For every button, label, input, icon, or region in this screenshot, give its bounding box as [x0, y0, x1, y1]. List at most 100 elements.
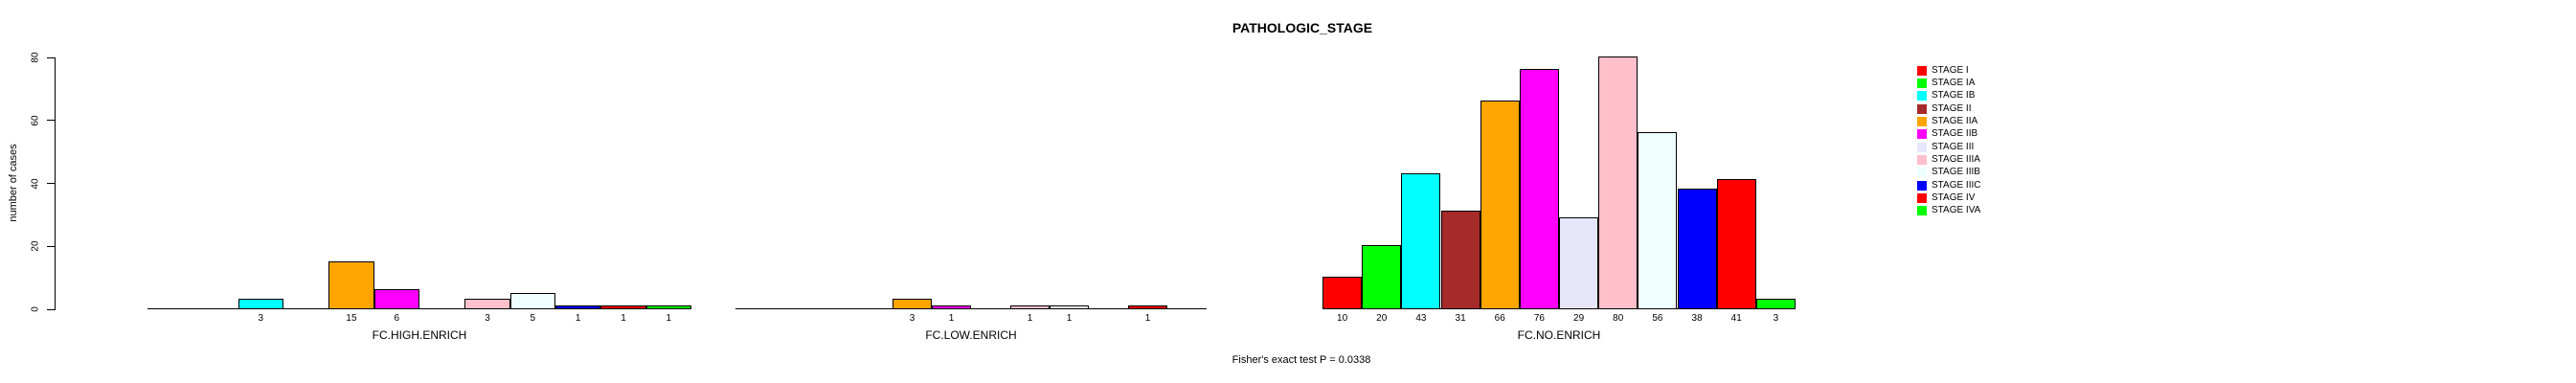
bar-value-label: 56 — [1652, 313, 1663, 324]
legend-item: STAGE IV — [1917, 192, 1981, 204]
bar — [1362, 245, 1402, 309]
legend-label: STAGE III — [1932, 141, 1975, 152]
group-label: FC.NO.ENRICH — [1517, 328, 1601, 342]
bar-value-label: 5 — [530, 313, 536, 324]
group-label: FC.LOW.ENRICH — [925, 328, 1017, 342]
legend-item: STAGE IIIC — [1917, 179, 1981, 192]
legend-swatch — [1917, 129, 1927, 140]
legend-item: STAGE I — [1917, 64, 1981, 77]
legend-label: STAGE IVA — [1932, 205, 1981, 216]
legend-label: STAGE IB — [1932, 90, 1976, 101]
bar — [1559, 217, 1599, 309]
bar-value-label: 38 — [1691, 313, 1703, 324]
bar — [373, 289, 419, 309]
bar-value-label: 29 — [1573, 313, 1585, 324]
bar-value-label: 3 — [909, 313, 915, 324]
bar — [328, 261, 374, 309]
bar-value-label: 1 — [1066, 313, 1073, 324]
legend-label: STAGE IIIB — [1932, 167, 1980, 178]
bar-value-label: 1 — [666, 313, 672, 324]
legend-swatch — [1917, 180, 1927, 191]
legend-label: STAGE II — [1932, 102, 1972, 114]
legend-swatch — [1917, 142, 1927, 152]
y-tick-mark — [47, 183, 55, 184]
legend-item: STAGE IB — [1917, 90, 1981, 102]
bar — [1401, 173, 1441, 309]
bar — [1519, 69, 1559, 309]
group-label: FC.HIGH.ENRICH — [372, 328, 467, 342]
legend-swatch — [1917, 154, 1927, 165]
legend-label: STAGE I — [1932, 64, 1969, 76]
x-axis-line — [1322, 308, 1796, 309]
bar — [1598, 56, 1638, 309]
bar-value-label: 41 — [1730, 313, 1742, 324]
y-tick-label: 20 — [30, 240, 41, 252]
legend-label: STAGE IA — [1932, 77, 1976, 88]
legend-label: STAGE IIIC — [1932, 179, 1981, 191]
legend-item: STAGE IVA — [1917, 205, 1981, 217]
bar-value-label: 43 — [1415, 313, 1427, 324]
legend-item: STAGE IIA — [1917, 115, 1981, 127]
legend-swatch — [1917, 103, 1927, 114]
bar-value-label: 10 — [1337, 313, 1348, 324]
legend-swatch — [1917, 65, 1927, 76]
legend-swatch — [1917, 192, 1927, 203]
bar — [509, 293, 555, 309]
legend-swatch — [1917, 78, 1927, 88]
legend-swatch — [1917, 91, 1927, 101]
legend-item: STAGE IA — [1917, 77, 1981, 89]
chart-title: PATHOLOGIC_STAGE — [1232, 20, 1373, 35]
bar-value-label: 1 — [1027, 313, 1033, 324]
legend-item: STAGE IIIA — [1917, 153, 1981, 166]
bar-value-label: 1 — [575, 313, 581, 324]
legend-swatch — [1917, 206, 1927, 216]
bar-group: 3 15 6 3 5 1 1 1 FC.HIGH.ENRICH — [147, 57, 691, 342]
bar-value-label: 31 — [1455, 313, 1466, 324]
bar-group: 10 20 43 31 66 76 29 80 56 38 41 3 FC.NO.ENRICH — [1322, 56, 1796, 342]
bar-value-label: 15 — [346, 313, 357, 324]
bar-value-label: 66 — [1494, 313, 1505, 324]
y-tick-mark — [47, 56, 55, 58]
bar-value-label: 3 — [485, 313, 490, 324]
bar-group: 3 1 1 1 1 FC.LOW.ENRICH — [735, 57, 1207, 342]
bar — [1480, 101, 1520, 309]
legend-item: STAGE IIB — [1917, 128, 1981, 141]
fisher-test-annotation: Fisher's exact test P = 0.0338 — [1232, 354, 1371, 366]
y-tick-label: 60 — [30, 115, 41, 126]
bar-value-label: 3 — [258, 313, 264, 324]
legend-swatch — [1917, 168, 1927, 178]
y-tick-mark — [47, 245, 55, 247]
x-axis-line — [735, 308, 1207, 309]
y-tick-mark — [47, 120, 55, 122]
legend-item: STAGE II — [1917, 102, 1981, 115]
bar-value-label: 1 — [621, 313, 626, 324]
bar — [1440, 211, 1480, 309]
legend-item: STAGE IIIB — [1917, 167, 1981, 179]
bar-value-label: 20 — [1376, 313, 1388, 324]
bar — [1638, 132, 1678, 309]
legend-item: STAGE III — [1917, 141, 1981, 153]
bar-value-label: 80 — [1613, 313, 1624, 324]
y-tick-mark — [47, 308, 55, 310]
legend-label: STAGE IV — [1932, 192, 1976, 203]
legend-label: STAGE IIA — [1932, 115, 1978, 126]
bar-value-label: 1 — [1144, 313, 1151, 324]
legend-label: STAGE IIB — [1932, 128, 1978, 140]
legend-label: STAGE IIIA — [1932, 153, 1980, 165]
legend-swatch — [1917, 116, 1927, 126]
y-tick-label: 80 — [30, 52, 41, 63]
bar-value-label: 6 — [394, 313, 400, 324]
y-tick-label: 0 — [30, 306, 41, 312]
y-axis-line — [55, 57, 56, 310]
bar-value-label: 76 — [1533, 313, 1545, 324]
y-tick-label: 40 — [30, 177, 41, 190]
bar — [1716, 179, 1756, 309]
bar — [1322, 277, 1363, 309]
bar-value-label: 3 — [1773, 313, 1779, 324]
x-axis-line — [147, 308, 691, 309]
y-axis-label: number of cases — [8, 144, 19, 222]
bar-value-label: 1 — [948, 313, 955, 324]
legend: STAGE I STAGE IA STAGE IB STAGE II STAGE IIA… — [1917, 64, 1981, 217]
bar — [1677, 189, 1717, 309]
